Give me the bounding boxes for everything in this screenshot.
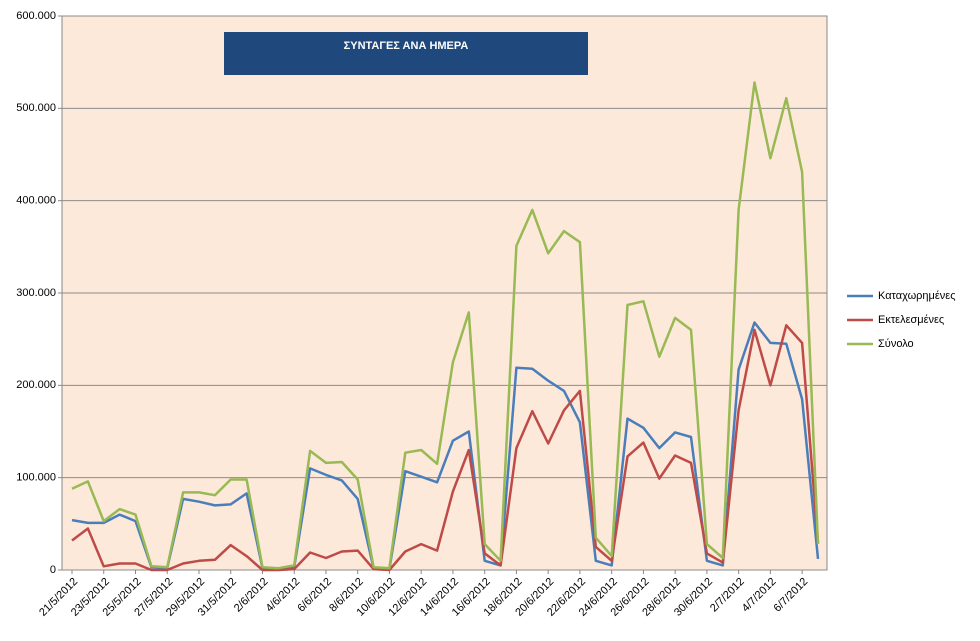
legend-label: Εκτελεσμένες — [878, 314, 944, 326]
y-tick-label: 300.000 — [16, 287, 56, 299]
x-tick-label: 6/7/2012 — [772, 576, 811, 615]
title-box — [224, 32, 588, 75]
x-tick-label: 2/6/2012 — [232, 576, 271, 615]
y-tick-label: 500.000 — [16, 102, 56, 114]
legend-label: Σύνολο — [878, 338, 914, 350]
y-tick-label: 100.000 — [16, 472, 56, 484]
series-line — [71, 324, 820, 572]
y-tick-label: 400.000 — [16, 195, 56, 207]
y-tick-label: 0 — [50, 564, 56, 576]
x-tick-label: 2/7/2012 — [708, 576, 747, 615]
chart-title: ΣΥΝΤΑΓΕΣ ΑΝΑ ΗΜΕΡΑ — [344, 40, 469, 52]
x-tick-label: 6/6/2012 — [295, 576, 334, 615]
series-line — [71, 81, 820, 570]
x-tick-label: 4/6/2012 — [264, 576, 303, 615]
y-tick-label: 600.000 — [16, 10, 56, 22]
x-tick-label: 4/7/2012 — [740, 576, 779, 615]
y-tick-label: 200.000 — [16, 379, 56, 391]
series-line — [71, 321, 820, 571]
legend-label: Καταχωρημένες — [878, 290, 956, 302]
